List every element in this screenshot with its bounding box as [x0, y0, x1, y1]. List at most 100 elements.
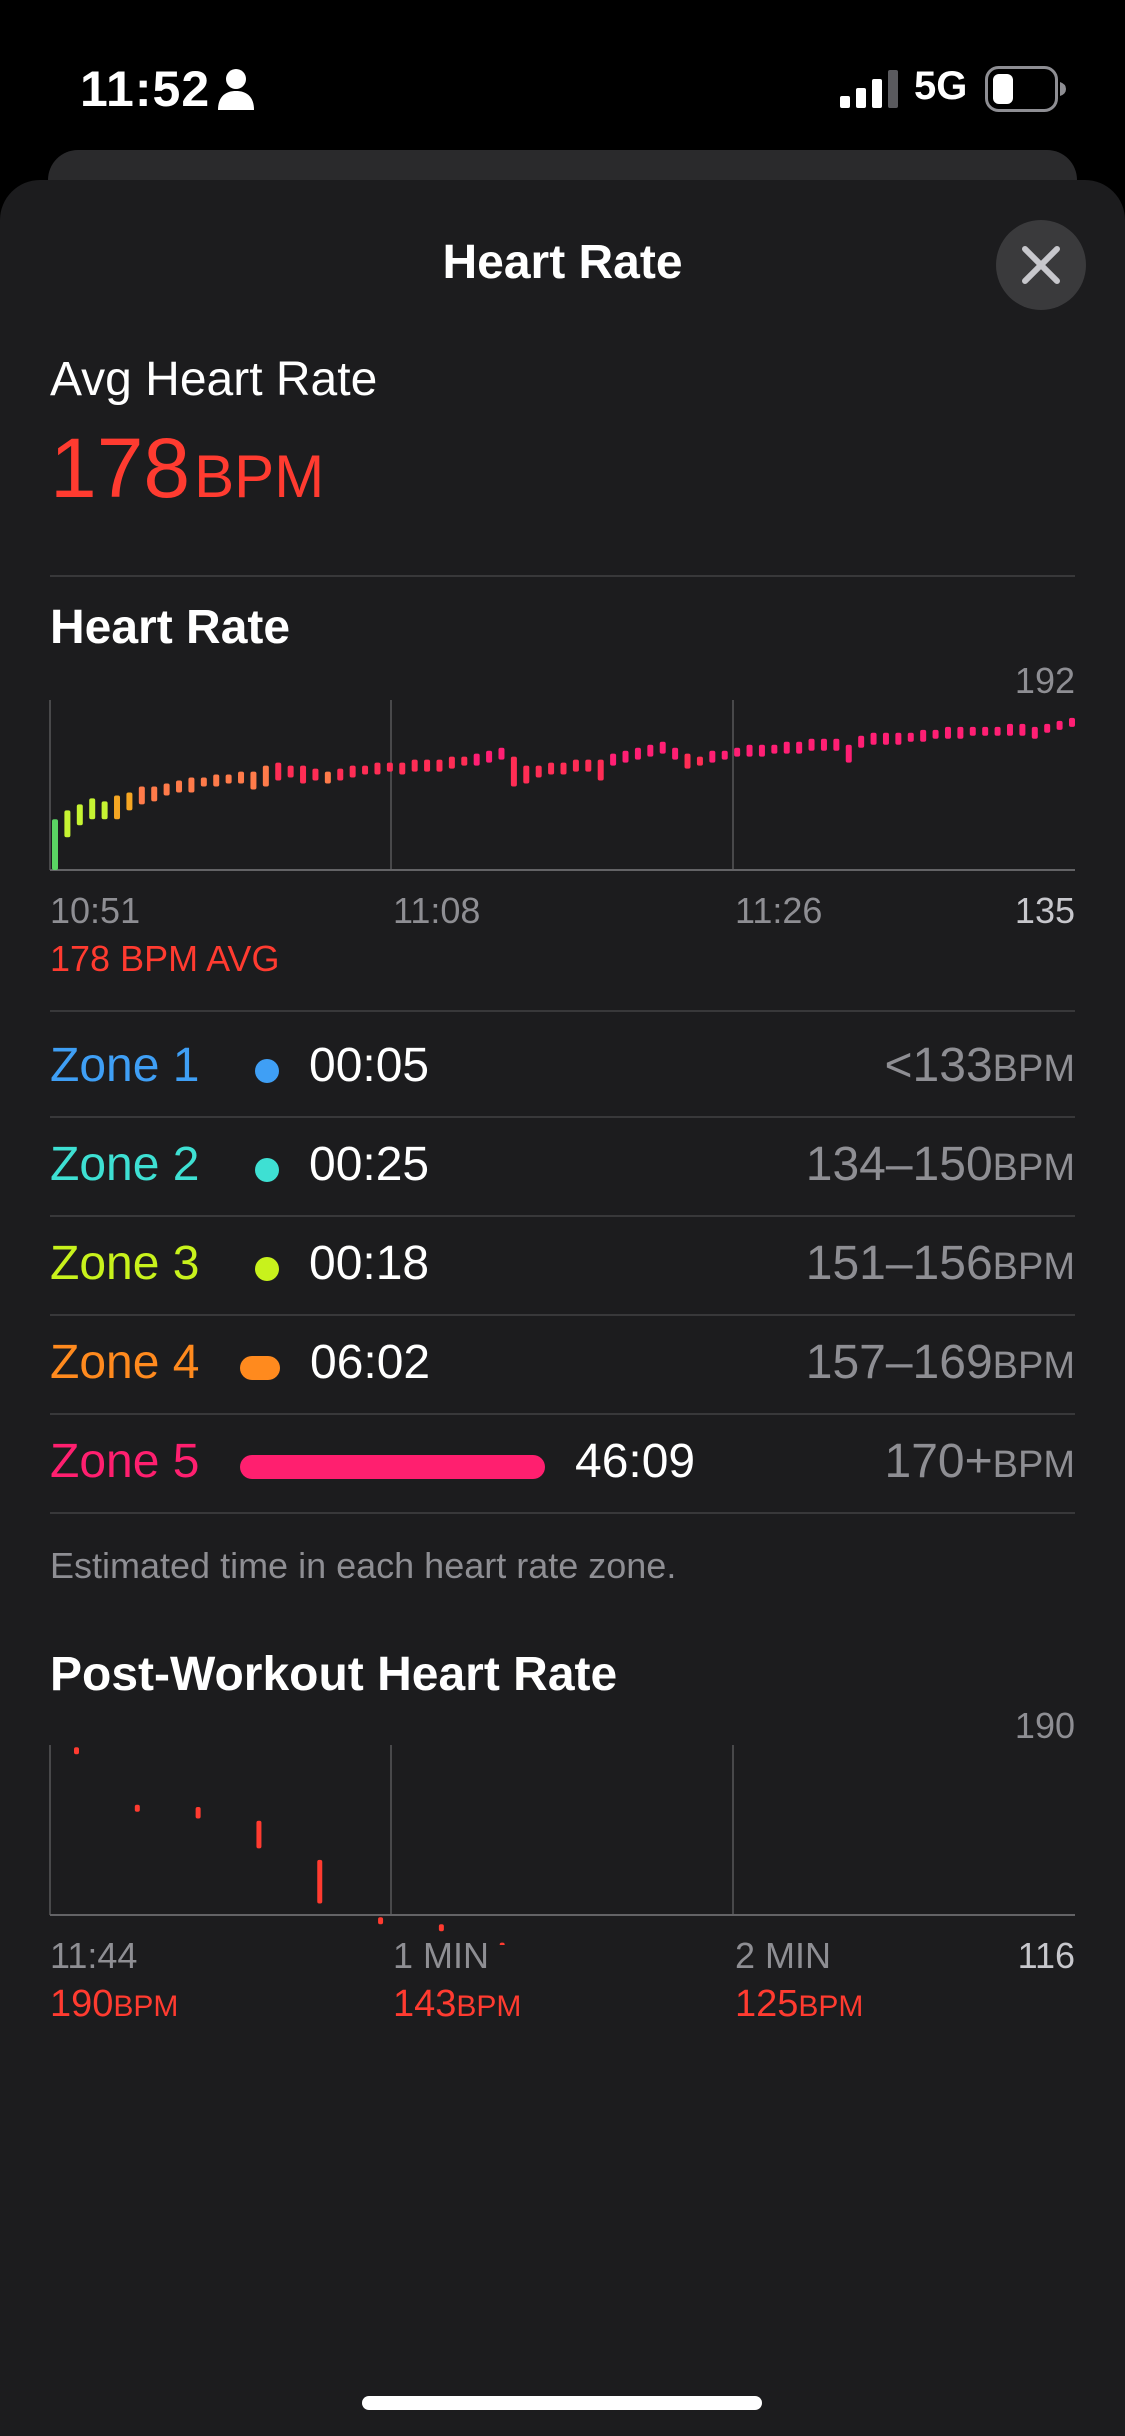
hr-bar — [362, 765, 369, 775]
battery-icon — [985, 66, 1066, 112]
close-button[interactable] — [996, 220, 1086, 310]
hr-bar — [758, 744, 765, 757]
zone-bar — [255, 1059, 279, 1083]
zone-bar — [255, 1257, 279, 1281]
zone-name: Zone 1 — [50, 1039, 200, 1092]
signal-icon — [840, 70, 898, 108]
zone-footnote: Estimated time in each heart rate zone. — [50, 1545, 677, 1586]
hr-bar — [1031, 726, 1038, 739]
pw-stat-value: 143 — [393, 1983, 457, 2025]
home-indicator[interactable] — [362, 2396, 762, 2410]
avg-heart-rate-label: Avg Heart Rate — [50, 353, 378, 406]
zone-range-value: 134–150 — [805, 1138, 993, 1191]
zone-time: 00:25 — [309, 1138, 430, 1191]
hr-bar — [52, 819, 58, 870]
hr-bar — [808, 738, 815, 751]
hr-x-label-1: 11:08 — [393, 890, 481, 931]
zone-time: 00:18 — [309, 1237, 430, 1290]
hr-bar — [89, 798, 96, 820]
hr-bar — [1006, 723, 1013, 736]
hr-bar — [994, 726, 1001, 736]
zone-bar — [240, 1356, 280, 1380]
hr-bar — [386, 762, 393, 772]
zone-range-unit: BPM — [992, 1345, 1075, 1387]
pw-bar — [499, 1942, 505, 1945]
pw-stat-0: 190BPM — [50, 1983, 178, 2026]
hr-bar — [1056, 720, 1063, 730]
zone-separator — [50, 1116, 1075, 1118]
hr-bar — [287, 765, 294, 778]
zone-separator — [50, 1314, 1075, 1316]
zone-range: 157–169BPM — [806, 1335, 1075, 1390]
avg-heart-rate-value: 178BPM — [50, 420, 324, 517]
zone-name: Zone 3 — [50, 1237, 200, 1290]
pw-bar — [317, 1859, 323, 1904]
zone-range-unit: BPM — [992, 1147, 1075, 1189]
hr-bar — [275, 762, 282, 781]
status-time: 11:52 — [80, 61, 211, 117]
zone-range-unit: BPM — [992, 1246, 1075, 1288]
zone-range-value: 151–156 — [805, 1237, 993, 1290]
pw-stat-unit: BPM — [456, 1990, 522, 2023]
hr-bar — [572, 759, 579, 772]
hr-bar — [225, 774, 232, 784]
hr-bar — [932, 729, 939, 739]
pw-x-label-1: 1 MIN — [393, 1935, 490, 1976]
hr-bar — [684, 753, 691, 769]
zone-range: 170+BPM — [885, 1434, 1075, 1489]
zone-row: Zone 4 06:02 157–169BPM — [50, 1317, 1075, 1415]
hr-bar — [188, 777, 195, 793]
hr-bar — [882, 732, 889, 745]
hr-bar — [647, 744, 654, 757]
hr-bar — [176, 780, 183, 793]
hr-x-label-0: 10:51 — [50, 890, 141, 931]
hr-y-min-label: 135 — [1014, 890, 1075, 931]
hr-bar — [300, 765, 307, 784]
zone-time: 46:09 — [575, 1435, 696, 1488]
hr-bar — [920, 729, 927, 742]
zone-range: 134–150BPM — [806, 1137, 1075, 1192]
hr-bar — [634, 747, 641, 760]
zone-range: 151–156BPM — [806, 1236, 1075, 1291]
hr-bar — [510, 756, 517, 787]
hr-bar — [585, 759, 592, 772]
post-workout-chart: 190 11:44 1 MIN 2 MIN 116 190BPM 143BPM … — [0, 1705, 1125, 2025]
hr-bar — [870, 732, 877, 745]
hr-bar — [895, 732, 902, 745]
pw-stat-value: 125 — [735, 1983, 799, 2025]
pw-bar — [378, 1917, 384, 1925]
hr-bar — [76, 804, 83, 826]
hr-bar — [337, 768, 344, 781]
zone-bar — [255, 1158, 279, 1182]
zone-separator — [50, 1512, 1075, 1514]
hr-bar — [411, 759, 418, 772]
hr-bar — [734, 747, 741, 757]
hr-bar — [424, 759, 431, 772]
hr-bar — [448, 756, 455, 769]
post-workout-title: Post-Workout Heart Rate — [50, 1648, 618, 1701]
zone-row: Zone 2 00:25 134–150BPM — [50, 1119, 1075, 1217]
zone-row: Zone 3 00:18 151–156BPM — [50, 1218, 1075, 1316]
zone-range-unit: BPM — [992, 1048, 1075, 1090]
pw-stat-unit: BPM — [113, 1990, 179, 2023]
zone-range: <133BPM — [885, 1038, 1075, 1093]
hr-bar — [200, 777, 207, 787]
hr-bar — [746, 744, 753, 757]
hr-bar — [796, 741, 803, 754]
hr-avg-text: 178 BPM AVG — [50, 938, 280, 979]
zone-bar — [240, 1455, 545, 1479]
hr-bar — [399, 762, 406, 775]
pw-x-label-0: 11:44 — [50, 1935, 138, 1976]
hr-bar — [1069, 717, 1075, 727]
pw-stat-2: 125BPM — [735, 1983, 863, 2026]
divider — [50, 575, 1075, 577]
zone-row: Zone 5 46:09 170+BPM — [50, 1416, 1075, 1514]
hr-bar — [957, 726, 964, 739]
hr-bar — [324, 771, 331, 784]
hr-bar — [461, 756, 468, 766]
pw-stat-unit: BPM — [798, 1990, 864, 2023]
hr-bar — [312, 768, 319, 781]
hr-bar — [101, 801, 108, 820]
hr-bar — [610, 753, 617, 766]
pw-x-label-2: 2 MIN — [735, 1935, 832, 1976]
